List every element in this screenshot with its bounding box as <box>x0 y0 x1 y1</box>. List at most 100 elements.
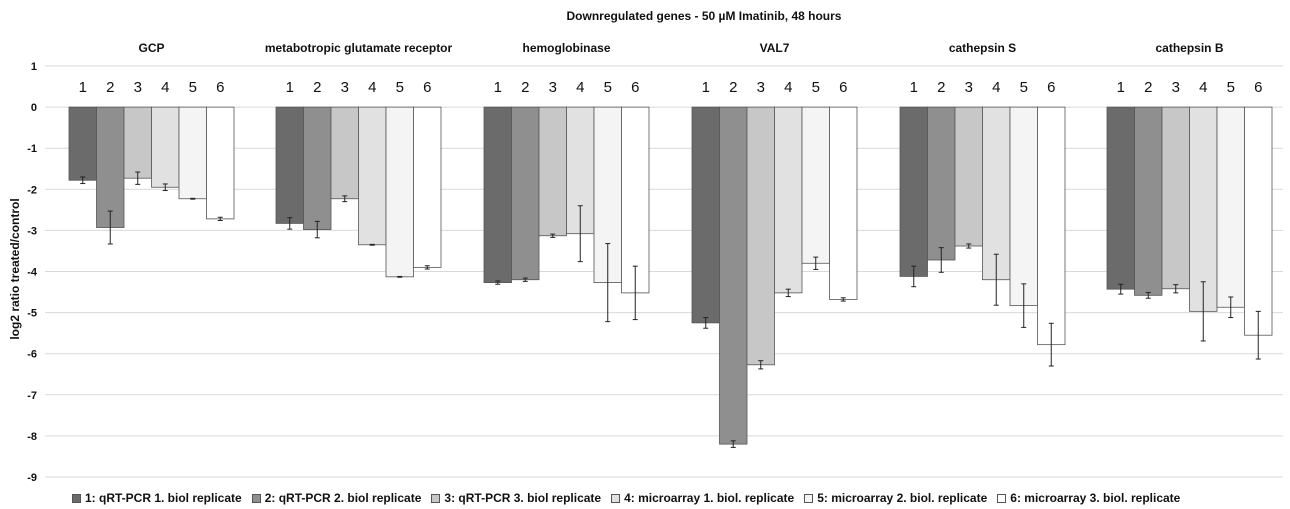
legend-swatch <box>611 493 621 503</box>
error-bar <box>966 243 972 249</box>
replicate-label: 1 <box>79 79 87 96</box>
replicate-label: 2 <box>937 79 945 96</box>
replicate-label: 3 <box>549 79 557 96</box>
legend-item: 3: qRT-PCR 3. biol replicate <box>431 491 601 505</box>
error-bar <box>495 280 501 285</box>
replicate-label: 3 <box>965 79 973 96</box>
bar-chart: Downregulated genes - 50 µM Imatinib, 48… <box>8 9 1283 484</box>
y-tick-label: -6 <box>27 349 37 361</box>
group-label: GCP <box>138 41 164 55</box>
legend-swatch <box>997 493 1007 503</box>
error-bar <box>135 171 141 185</box>
legend-swatch <box>251 493 261 503</box>
bar <box>1106 106 1135 290</box>
legend-swatch <box>804 493 814 503</box>
legend-label: 6: microarray 3. biol. replicate <box>1010 491 1181 505</box>
bar <box>358 106 387 246</box>
y-tick-label: -2 <box>27 184 37 196</box>
replicate-label: 2 <box>521 79 529 96</box>
replicate-label: 6 <box>423 79 431 96</box>
replicate-label: 6 <box>1047 79 1055 96</box>
bar <box>178 106 207 200</box>
replicate-label: 3 <box>341 79 349 96</box>
replicate-label: 2 <box>1144 79 1152 96</box>
error-bar <box>1048 322 1054 367</box>
bar <box>538 106 567 237</box>
replicate-label: 4 <box>992 79 1000 96</box>
bars <box>68 106 1273 445</box>
error-bar <box>911 265 917 288</box>
group-label: cathepsin S <box>949 41 1016 55</box>
bar <box>151 106 180 188</box>
replicate-label: 5 <box>1020 79 1028 96</box>
error-bar <box>730 440 736 448</box>
replicate-label: 1 <box>286 79 294 96</box>
error-bar <box>369 243 375 246</box>
error-bar <box>314 220 320 239</box>
bar <box>691 106 720 324</box>
error-bar <box>190 197 196 200</box>
bar <box>1009 106 1038 307</box>
bar <box>899 106 928 277</box>
replicate-label: 1 <box>910 79 918 96</box>
error-bar <box>1255 310 1261 360</box>
bar <box>719 106 748 445</box>
bar <box>483 106 512 283</box>
legend-label: 3: qRT-PCR 3. biol replicate <box>444 491 602 505</box>
legend-swatch <box>72 493 81 503</box>
replicate-label: 6 <box>216 79 224 96</box>
error-bar <box>522 277 528 282</box>
replicate-label: 4 <box>161 79 169 96</box>
error-bar <box>632 265 638 321</box>
error-bar <box>1228 296 1234 319</box>
bar <box>1216 106 1245 308</box>
replicate-label: 1 <box>702 79 710 96</box>
error-bar <box>217 216 223 222</box>
bar <box>303 106 332 230</box>
bar <box>1037 106 1066 346</box>
replicate-label: 5 <box>604 79 612 96</box>
error-bar <box>107 210 113 245</box>
replicate-label: 4 <box>1199 79 1207 96</box>
replicate-label: 2 <box>106 79 114 96</box>
y-tick-label: -8 <box>27 431 37 443</box>
error-bar <box>1200 281 1206 342</box>
bar <box>1134 106 1163 296</box>
replicate-label: 2 <box>313 79 321 96</box>
legend-swatch <box>431 493 441 503</box>
bar <box>829 106 858 300</box>
error-bar <box>993 253 999 306</box>
y-tick-label: -7 <box>27 390 37 402</box>
error-bar <box>1118 283 1124 295</box>
group-label: cathepsin B <box>1155 41 1223 55</box>
gridlines <box>45 65 1283 478</box>
bar <box>774 106 803 294</box>
replicate-label: 1 <box>494 79 502 96</box>
bar <box>801 106 830 264</box>
replicate-label: 1 <box>1117 79 1125 96</box>
legend-label: 2: qRT-PCR 2. biol replicate <box>264 491 422 505</box>
bar <box>511 106 540 281</box>
legend-label: 4: microarray 1. biol. replicate <box>624 491 795 505</box>
y-tick-label: -1 <box>27 143 37 155</box>
bar <box>275 106 304 224</box>
error-bar <box>813 256 819 270</box>
y-tick-label: -4 <box>27 267 38 279</box>
error-bar <box>287 217 293 230</box>
y-tick-label: -9 <box>27 472 37 484</box>
y-tick-label: 1 <box>31 61 37 73</box>
bar <box>123 106 152 179</box>
error-bar <box>550 233 556 238</box>
replicate-label: 5 <box>1227 79 1235 96</box>
replicate-label: 6 <box>631 79 639 96</box>
error-bars <box>80 171 1261 448</box>
bar <box>1189 106 1218 312</box>
replicate-label: 3 <box>134 79 142 96</box>
error-bar <box>577 205 583 263</box>
replicate-label: 5 <box>396 79 404 96</box>
error-bar <box>424 265 430 270</box>
bar <box>330 106 359 200</box>
error-bar <box>605 243 611 323</box>
error-bar <box>342 195 348 203</box>
bar <box>621 106 650 294</box>
